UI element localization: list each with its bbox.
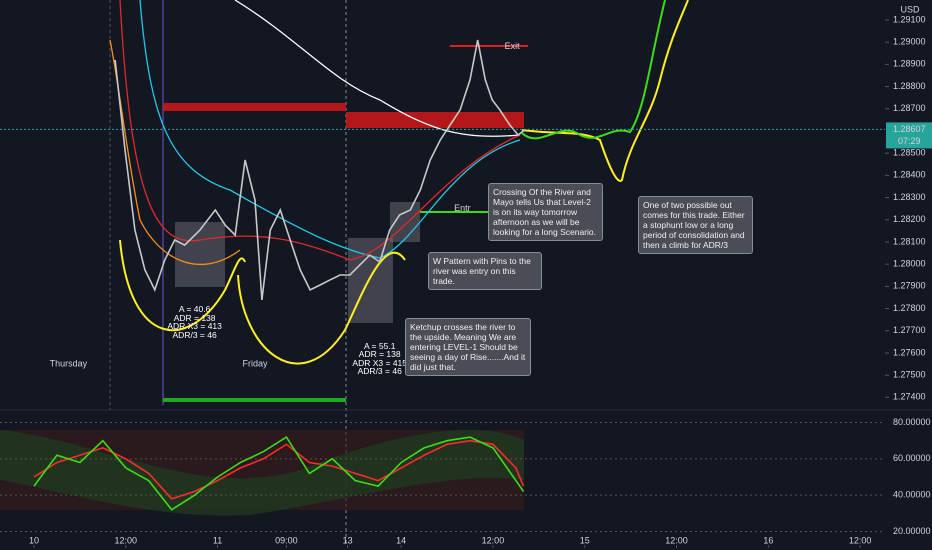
y-tick-label: 1.28300: [893, 192, 926, 202]
level-band: [163, 398, 346, 402]
level-label: Entr: [454, 203, 471, 213]
current-price: 1.28607: [893, 124, 926, 134]
y-tick-label: 40.00000: [893, 490, 931, 500]
level-band: [163, 103, 346, 111]
stat-line: ADR X3 = 413: [167, 321, 222, 332]
y-tick-label: 1.27800: [893, 303, 926, 313]
x-tick-label: 14: [396, 535, 406, 545]
day-label: Thursday: [50, 358, 88, 368]
x-tick-label: 13: [343, 535, 353, 545]
data-line: [114, 39, 525, 300]
y-tick-label: 1.27900: [893, 281, 926, 291]
projection: [237, 251, 406, 365]
y-tick-label: 1.28100: [893, 236, 926, 246]
y-tick-label: 1.29000: [893, 37, 926, 47]
countdown: 07:29: [898, 136, 921, 146]
stat-line: ADR = 138: [358, 349, 401, 360]
stat-line: ADR/3 = 46: [172, 329, 217, 340]
data-line: [33, 439, 525, 500]
day-label: Friday: [243, 358, 269, 368]
stat-line: ADR X3 = 415: [352, 357, 407, 368]
moving-average: [119, 0, 521, 261]
stat-line: ADR/3 = 46: [357, 366, 402, 377]
projection: [521, 0, 689, 182]
y-tick-label: 1.27500: [893, 370, 926, 380]
x-tick-label: 09:00: [275, 535, 298, 545]
x-tick-label: 12:00: [482, 535, 505, 545]
level-band: [346, 112, 524, 128]
y-tick-label: 1.27400: [893, 392, 926, 402]
y-tick-label: 1.28400: [893, 170, 926, 180]
stat-line: A = 55.1: [364, 340, 396, 351]
y-tick-label: 1.28700: [893, 103, 926, 113]
annotation: Ketchup crosses the river to the upside.…: [405, 318, 531, 376]
stat-line: ADR = 138: [173, 312, 216, 323]
data-line: [33, 435, 525, 511]
rsi-band: [0, 430, 524, 516]
currency-label: USD: [900, 4, 920, 14]
projection: [521, 0, 666, 140]
moving-average: [139, 0, 521, 259]
annotation: One of two possible out comes for this t…: [638, 196, 753, 254]
y-tick-label: 60.00000: [893, 453, 931, 463]
projection: [119, 239, 246, 332]
y-tick-label: 1.27600: [893, 347, 926, 357]
y-tick-label: 20.00000: [893, 526, 931, 536]
annotation: W Pattern with Pins to the river was ent…: [428, 252, 542, 290]
stat-line: A = 40.6: [178, 304, 211, 315]
zone: [175, 222, 225, 287]
x-tick-label: 12:00: [849, 535, 872, 545]
y-tick-label: 1.28200: [893, 214, 926, 224]
x-tick-label: 12:00: [665, 535, 688, 545]
y-tick-label: 1.27700: [893, 325, 926, 335]
annotation: Crossing Of the River and Mayo tells Us …: [488, 183, 603, 241]
level-label: Exit: [505, 41, 521, 51]
x-tick-label: 15: [580, 535, 590, 545]
x-tick-label: 12:00: [114, 535, 137, 545]
y-tick-label: 1.28900: [893, 59, 926, 69]
x-tick-label: 11: [213, 535, 222, 545]
y-tick-label: 1.28000: [893, 259, 926, 269]
x-tick-label: 16: [763, 535, 773, 545]
moving-average: [234, 0, 521, 137]
price-tag: [886, 122, 932, 149]
y-tick-label: 80.00000: [893, 417, 931, 427]
x-tick-label: 10: [29, 535, 39, 545]
y-tick-label: 1.29100: [893, 14, 926, 24]
y-tick-label: 1.28800: [893, 81, 926, 91]
y-tick-label: 1.28500: [893, 148, 926, 158]
